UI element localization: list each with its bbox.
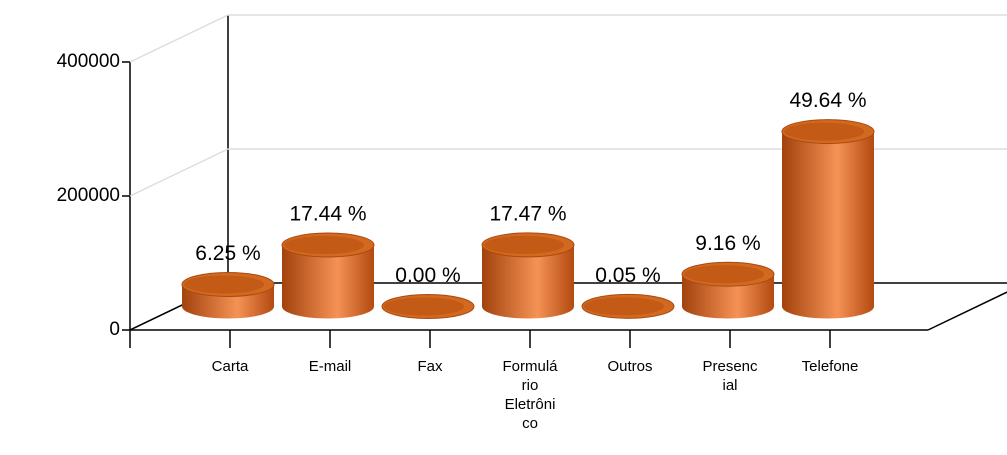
bar-body [282, 245, 374, 319]
x-tick-label: Presenc ial [702, 358, 758, 394]
x-tick-label: Formulá rio Eletrôni co [502, 358, 558, 432]
value-label: 17.47 % [489, 202, 566, 225]
x-tick-label: Carta [212, 358, 249, 375]
bar-top-inner [684, 265, 764, 284]
bar [481, 232, 575, 319]
y-tick-label: 0 [109, 319, 120, 340]
bar [681, 261, 775, 319]
value-label: 49.64 % [789, 89, 866, 112]
bar-top-inner [184, 275, 264, 294]
floor-right [927, 291, 1007, 331]
value-label: 17.44 % [289, 203, 366, 226]
value-label: 6.25 % [195, 242, 260, 265]
x-tick-label: E-mail [309, 358, 352, 375]
value-label: 0.05 % [595, 264, 660, 287]
side-grid-line [129, 14, 229, 63]
bar [281, 232, 375, 319]
y-tick-label: 400000 [57, 51, 120, 72]
bar [181, 271, 275, 319]
side-grid-line [129, 148, 229, 197]
bar-body [682, 274, 774, 319]
y-tick-label: 200000 [57, 185, 120, 206]
bar [581, 293, 675, 319]
bar [381, 294, 475, 319]
bar-top-inner [584, 297, 664, 316]
x-tick-label: Fax [417, 358, 443, 375]
bar [781, 119, 875, 319]
value-label: 9.16 % [695, 232, 760, 255]
bar-top-inner [784, 122, 864, 141]
plot: 0 200000 400000 Carta 6.25 % E-mail 17.44 % Fax… [57, 14, 1007, 432]
x-tick-label: Telefone [802, 358, 859, 375]
bar-top-inner [284, 236, 364, 255]
bar-top-inner [384, 297, 464, 316]
bar-body [482, 244, 574, 319]
x-tick-label: Outros [607, 358, 652, 375]
bar-body [782, 131, 874, 319]
value-label: 0.00 % [395, 264, 460, 287]
bar-top-inner [484, 235, 564, 254]
